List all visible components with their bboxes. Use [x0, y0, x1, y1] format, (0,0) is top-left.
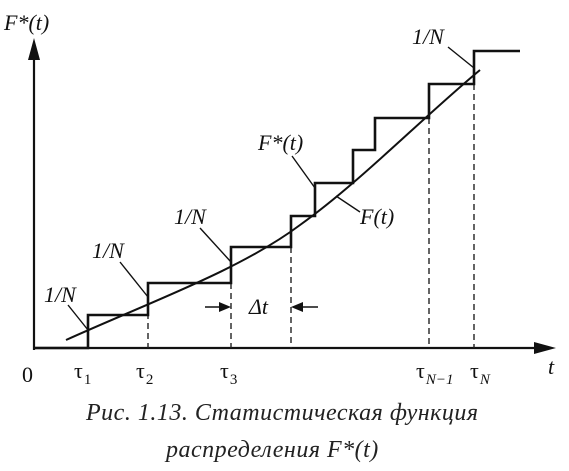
dashed-guides [147, 84, 475, 348]
tau-tick-labels: τ1 τ2 τ3 τN−1 τN [74, 358, 491, 388]
axes [32, 52, 545, 350]
theoretical-curve [65, 69, 481, 341]
step-label-top-leader [447, 46, 475, 69]
step-label-1-leader [67, 304, 89, 331]
step-label-top: 1/N [412, 24, 445, 49]
delta-t-left-arrow-icon [219, 302, 231, 312]
figure-caption-line-1: Рис. 1.13. Статистическая функция [85, 400, 479, 426]
figure-caption-line-2: распределения F*(t) [164, 437, 379, 463]
tau-3-label: τ3 [220, 358, 237, 388]
theoretical-curve-label: F(t) [359, 204, 394, 229]
step-label-3: 1/N [174, 204, 207, 229]
delta-t-right-arrow-icon [291, 302, 303, 312]
step-label-3-leader [199, 227, 232, 263]
delta-t-indicator: Δt [205, 294, 318, 319]
tau-n-minus-1-label: τN−1 [416, 358, 453, 388]
y-axis-label: F*(t) [3, 10, 49, 35]
empirical-curve-label: F*(t) [257, 130, 303, 155]
tau-1-label: τ1 [74, 358, 91, 388]
step-label-1: 1/N [44, 282, 77, 307]
step-label-2-leader [119, 261, 149, 298]
empirical-curve-leader [291, 155, 316, 189]
x-axis-label: t [548, 354, 555, 379]
x-axis-arrow-icon [534, 342, 556, 354]
y-axis-arrow-icon [28, 38, 40, 60]
theoretical-curve-leader [335, 195, 361, 213]
step-label-2: 1/N [92, 238, 125, 263]
delta-t-label: Δt [248, 294, 269, 319]
tau-2-label: τ2 [136, 358, 153, 388]
tau-n-label: τN [470, 358, 491, 388]
origin-label: 0 [22, 362, 33, 387]
empirical-step-function [34, 49, 520, 350]
